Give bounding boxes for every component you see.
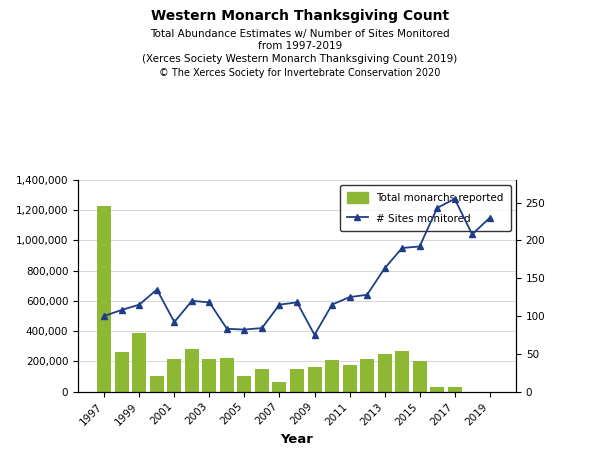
Bar [167, 359, 181, 392]
Bar [202, 359, 217, 392]
Text: from 1997-2019: from 1997-2019 [258, 41, 342, 51]
Bar [255, 369, 269, 392]
X-axis label: Year: Year [281, 432, 313, 446]
Bar [133, 333, 146, 392]
Legend: Total monarchs reported, # Sites monitored: Total monarchs reported, # Sites monitor… [340, 185, 511, 231]
Bar [290, 369, 304, 392]
Bar [430, 387, 444, 392]
Text: © The Xerces Society for Invertebrate Conservation 2020: © The Xerces Society for Invertebrate Co… [160, 68, 440, 78]
Bar [413, 361, 427, 392]
Bar [448, 387, 461, 392]
Bar [115, 352, 129, 392]
Bar [395, 351, 409, 392]
Text: (Xerces Society Western Monarch Thanksgiving Count 2019): (Xerces Society Western Monarch Thanksgi… [142, 54, 458, 63]
Bar [185, 349, 199, 392]
Bar [97, 206, 111, 392]
Bar [150, 376, 164, 392]
Bar [360, 359, 374, 392]
Bar [325, 360, 339, 392]
Bar [238, 376, 251, 392]
Text: Total Abundance Estimates w/ Number of Sites Monitored: Total Abundance Estimates w/ Number of S… [150, 29, 450, 39]
Bar [308, 367, 322, 392]
Bar [377, 355, 392, 392]
Bar [272, 382, 286, 392]
Bar [343, 365, 356, 392]
Bar [220, 358, 234, 392]
Text: Western Monarch Thanksgiving Count: Western Monarch Thanksgiving Count [151, 9, 449, 23]
